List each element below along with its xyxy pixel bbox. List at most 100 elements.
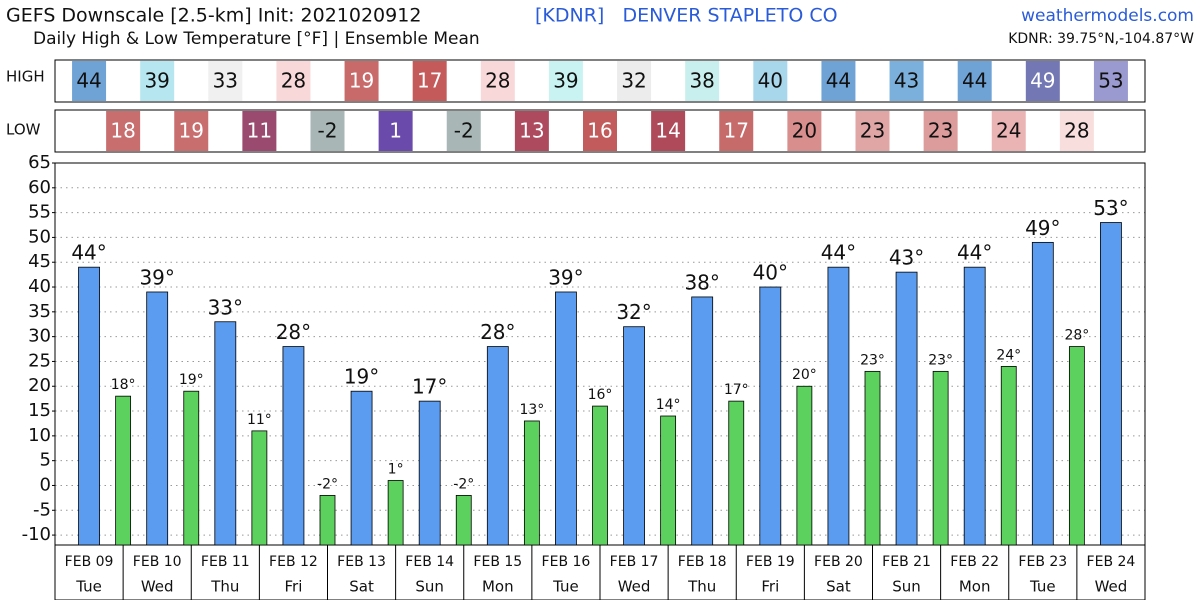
strip-cell (446, 111, 481, 151)
x-tick-label: FEB 09 (65, 554, 114, 570)
value-label: 49° (1025, 216, 1060, 240)
strip-value: 44 (962, 69, 987, 93)
strip-value: 44 (76, 69, 101, 93)
strip-value: 19 (349, 69, 374, 93)
value-label: 44° (957, 241, 992, 265)
strip-value: 1 (389, 119, 402, 143)
value-label: 53° (1093, 196, 1128, 220)
y-tick-label: -5 (33, 499, 51, 520)
weekday-label: Sun (415, 578, 444, 596)
value-label: 24° (996, 347, 1021, 363)
x-tick-label: FEB 14 (405, 554, 454, 570)
strip-value: 40 (758, 69, 783, 93)
subtitle: Daily High & Low Temperature [°F] | Ense… (33, 29, 480, 49)
strip-cell (378, 111, 413, 151)
value-label: 33° (208, 295, 243, 319)
value-label: 38° (684, 270, 719, 294)
y-tick-label: 60 (28, 177, 51, 198)
strip-value: 39 (144, 69, 169, 93)
strip-value: -2 (454, 119, 474, 143)
strip-value: 17 (417, 69, 442, 93)
strip-value: 23 (860, 119, 885, 143)
value-label: 44° (821, 241, 856, 265)
strip-cell (923, 111, 958, 151)
high-strip (54, 59, 1146, 103)
x-tick-label: FEB 10 (133, 554, 182, 570)
x-tick-label: FEB 24 (1087, 554, 1136, 570)
value-label: 20° (792, 367, 817, 383)
y-tick-label: 40 (28, 276, 51, 297)
bar (592, 405, 608, 546)
low-strip (54, 109, 1146, 153)
bar (1031, 241, 1054, 546)
bar (319, 494, 336, 546)
x-tick-label: FEB 18 (678, 554, 727, 570)
bar (350, 390, 373, 546)
value-label: 23° (928, 352, 953, 368)
site: weathermodels.com (1021, 6, 1194, 26)
weekday-label: Sat (826, 578, 851, 596)
station: [KDNR] DENVER STAPLETO CO (535, 5, 838, 27)
value-label: 14° (656, 397, 681, 413)
strip-cell (855, 111, 890, 151)
x-tick-label: FEB 15 (473, 554, 522, 570)
bar (1100, 222, 1122, 546)
strip-cell (276, 61, 311, 101)
strip-value: 38 (689, 69, 714, 93)
bar (827, 266, 850, 546)
bar (1068, 346, 1085, 546)
strip-value: 43 (894, 69, 919, 93)
bar (660, 415, 677, 546)
y-tick-label: 50 (28, 226, 51, 247)
value-label: 40° (753, 261, 788, 285)
strip-cell (480, 61, 515, 101)
weekday-label: Wed (1095, 578, 1128, 596)
bar (418, 400, 441, 546)
strip-value: 23 (928, 119, 953, 143)
strip-value: 11 (247, 119, 272, 143)
strip-cell (514, 111, 549, 151)
bar (895, 271, 918, 546)
location: KDNR: 39.75°N,-104.87°W (1008, 31, 1194, 47)
value-label: 19° (179, 372, 204, 388)
strip-value: 18 (110, 119, 135, 143)
value-label: 16° (588, 387, 613, 403)
y-tick-label: 0 (40, 474, 51, 495)
weekday-label: Wed (618, 578, 651, 596)
bar (691, 296, 714, 546)
value-label: 32° (616, 300, 651, 324)
weekday-label: Tue (1029, 578, 1056, 596)
value-label: 39° (139, 265, 174, 289)
weekday-label: Wed (141, 578, 174, 596)
strip-cell (617, 61, 652, 101)
bar (486, 346, 509, 546)
bar (523, 420, 540, 546)
strip-value: 17 (724, 119, 749, 143)
strip-value: 44 (826, 69, 851, 93)
x-tick-label: FEB 21 (882, 554, 931, 570)
weekday-label: Fri (285, 578, 303, 596)
strip-value: 33 (213, 69, 238, 93)
weekday-label: Mon (959, 578, 991, 596)
bar (251, 430, 268, 546)
bar (864, 370, 881, 546)
y-tick-label: 20 (28, 375, 51, 396)
value-label: 19° (344, 365, 379, 389)
value-label: -2° (317, 476, 338, 492)
strip-cell (344, 61, 379, 101)
strip-cell (140, 61, 175, 101)
bar (1000, 366, 1017, 546)
strip-value: 49 (1030, 69, 1055, 93)
y-tick-label: 30 (28, 326, 51, 347)
strip-cell (1093, 61, 1128, 101)
strip-cell (957, 61, 992, 101)
bar (146, 291, 169, 546)
value-label: 39° (548, 265, 583, 289)
bar (932, 370, 949, 546)
low-label: LOW (6, 121, 41, 139)
strip-cell (651, 111, 686, 151)
y-tick-label: 25 (28, 350, 51, 371)
value-label: 17° (412, 375, 447, 399)
bar (963, 266, 986, 546)
